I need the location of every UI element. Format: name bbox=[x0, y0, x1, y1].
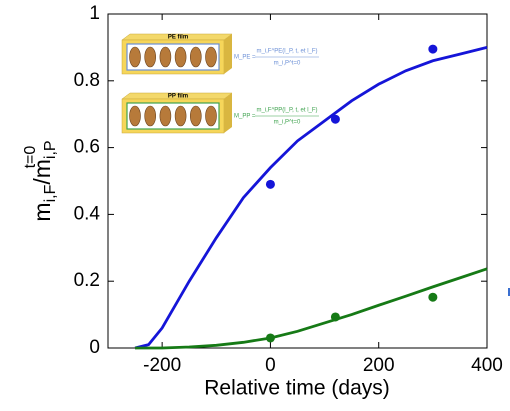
inset-numerator: m_i,F^PP(l_P, t, et l_F) bbox=[256, 108, 317, 114]
y-tick-label: 0.6 bbox=[74, 137, 100, 158]
cookie bbox=[159, 105, 172, 127]
x-tick-label: 0 bbox=[265, 355, 276, 376]
inset-label: PE film bbox=[168, 35, 188, 41]
box-side bbox=[224, 93, 232, 133]
inset-denominator: m_i,P^t=0 bbox=[274, 120, 301, 126]
cookie bbox=[205, 46, 217, 68]
y-tick-label: 0.2 bbox=[74, 270, 100, 291]
y-tick-label: 0.4 bbox=[74, 203, 101, 224]
cookie bbox=[159, 46, 172, 68]
plot-frame bbox=[107, 13, 488, 349]
inset-numerator: m_i,F^PE(l_P, t, et l_F) bbox=[256, 49, 317, 55]
cookie bbox=[190, 46, 202, 68]
cookie bbox=[129, 105, 141, 127]
data-point bbox=[428, 292, 438, 302]
x-tick-label: 400 bbox=[471, 355, 503, 376]
inset-lhs: M_PE = bbox=[234, 55, 256, 61]
cookie bbox=[174, 105, 187, 127]
inset-denominator: m_i,P^t=0 bbox=[274, 61, 301, 67]
x-axis-label: Relative time (days) bbox=[204, 377, 390, 400]
y-tick-label: 0 bbox=[89, 337, 100, 358]
y-axis-label: mi,F/mi,Pt=0 bbox=[22, 140, 59, 221]
data-point bbox=[330, 114, 340, 124]
data-point bbox=[428, 44, 438, 54]
x-tick-label: 200 bbox=[363, 355, 395, 376]
box-side bbox=[224, 34, 232, 74]
fit-curve bbox=[134, 46, 488, 350]
edge-mark bbox=[508, 288, 510, 296]
cookie bbox=[144, 46, 156, 68]
inset-lhs: M_PP = bbox=[234, 114, 256, 120]
y-tick-label: 1 bbox=[89, 3, 100, 24]
cookie bbox=[174, 46, 187, 68]
x-tick-label: -200 bbox=[143, 355, 181, 376]
y-tick-label: 0.8 bbox=[74, 70, 100, 91]
data-point bbox=[265, 333, 275, 343]
data-point bbox=[265, 179, 275, 189]
inset-label: PP film bbox=[168, 94, 188, 100]
film bbox=[126, 102, 220, 130]
cookie bbox=[144, 105, 156, 127]
cookie bbox=[129, 46, 141, 68]
cookie bbox=[205, 105, 217, 127]
cookie bbox=[190, 105, 202, 127]
data-point bbox=[330, 312, 340, 322]
fit-curve bbox=[135, 267, 488, 350]
film bbox=[126, 43, 220, 71]
